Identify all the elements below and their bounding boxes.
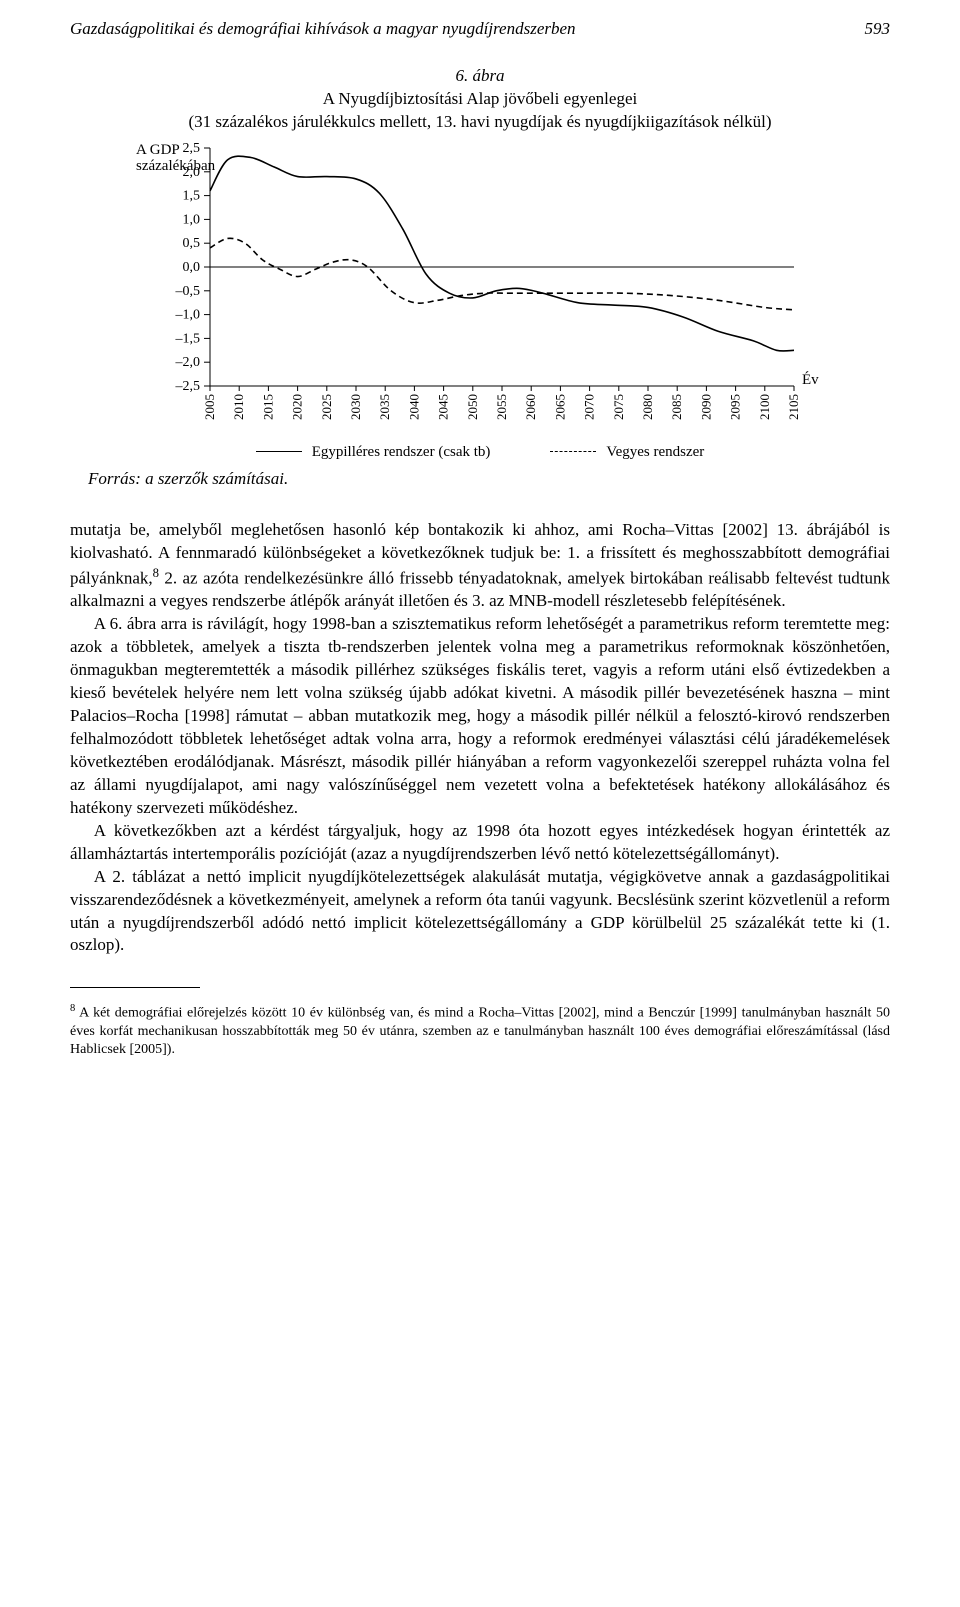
svg-text:2090: 2090 (698, 394, 713, 420)
figure-title-2: (31 százalékos járulékkulcs mellett, 13.… (188, 112, 771, 131)
svg-text:–1,5: –1,5 (175, 331, 201, 346)
chart-legend: Egypilléres rendszer (csak tb) Vegyes re… (120, 442, 840, 462)
legend-label-dashed: Vegyes rendszer (606, 442, 704, 462)
running-head: Gazdaságpolitikai és demográfiai kihívás… (70, 0, 890, 41)
legend-swatch-dashed (550, 451, 596, 452)
line-chart: A GDPszázalékában 2,5 2,0 1,5 1,0 0,5 0,0 –0,5 –… (120, 140, 840, 462)
footnote-8: 8 A két demográfiai előrejelzés között 1… (70, 1002, 890, 1059)
svg-text:2065: 2065 (552, 394, 567, 420)
paragraph-3: A következőkben azt a kérdést tárgyaljuk… (70, 820, 890, 866)
svg-text:2045: 2045 (436, 394, 451, 420)
legend-swatch-solid (256, 451, 302, 452)
svg-text:2055: 2055 (494, 394, 509, 420)
svg-text:2010: 2010 (231, 394, 246, 420)
figure-title-1: A Nyugdíjbiztosítási Alap jövőbeli egyen… (323, 89, 637, 108)
legend-item-dashed: Vegyes rendszer (550, 442, 704, 462)
svg-text:2105: 2105 (786, 394, 801, 420)
svg-text:–2,0: –2,0 (175, 355, 201, 370)
paragraph-2: A 6. ábra arra is rávilágít, hogy 1998-b… (70, 613, 890, 819)
svg-text:2085: 2085 (669, 394, 684, 420)
svg-text:1,5: 1,5 (183, 188, 201, 203)
figure-number: 6. ábra (455, 66, 504, 85)
svg-text:1,0: 1,0 (183, 212, 201, 227)
svg-text:2060: 2060 (523, 394, 538, 420)
svg-text:–0,5: –0,5 (175, 284, 201, 299)
svg-text:0,5: 0,5 (183, 236, 201, 251)
svg-text:2015: 2015 (260, 394, 275, 420)
svg-text:2,5: 2,5 (183, 141, 201, 156)
page-number: 593 (865, 18, 891, 41)
svg-text:2100: 2100 (757, 394, 772, 420)
svg-text:2025: 2025 (319, 394, 334, 420)
svg-text:2035: 2035 (377, 394, 392, 420)
svg-text:2020: 2020 (290, 394, 305, 420)
legend-label-solid: Egypilléres rendszer (csak tb) (312, 442, 491, 462)
svg-text:0,0: 0,0 (183, 260, 201, 275)
svg-text:2080: 2080 (640, 394, 655, 420)
svg-text:2050: 2050 (465, 394, 480, 420)
svg-text:Év: Év (802, 371, 819, 388)
svg-text:2030: 2030 (348, 394, 363, 420)
svg-text:2,0: 2,0 (183, 165, 201, 180)
svg-text:2075: 2075 (611, 394, 626, 420)
svg-text:2095: 2095 (728, 394, 743, 420)
running-title: Gazdaságpolitikai és demográfiai kihívás… (70, 18, 576, 41)
svg-text:2040: 2040 (406, 394, 421, 420)
svg-text:–1,0: –1,0 (175, 307, 201, 322)
svg-text:A GDP: A GDP (136, 142, 180, 158)
figure-source: Forrás: a szerzők számításai. (88, 468, 890, 491)
figure-caption: 6. ábra A Nyugdíjbiztosítási Alap jövőbe… (70, 65, 890, 134)
legend-item-solid: Egypilléres rendszer (csak tb) (256, 442, 491, 462)
svg-text:2005: 2005 (202, 394, 217, 420)
footnote-separator (70, 987, 200, 988)
svg-text:százalékában: százalékában (136, 158, 216, 174)
paragraph-4: A 2. táblázat a nettó implicit nyugdíjkö… (70, 866, 890, 958)
paragraph-1: mutatja be, amelyből meglehetősen hasonl… (70, 519, 890, 613)
svg-text:–2,5: –2,5 (175, 379, 201, 394)
svg-text:2070: 2070 (582, 394, 597, 420)
